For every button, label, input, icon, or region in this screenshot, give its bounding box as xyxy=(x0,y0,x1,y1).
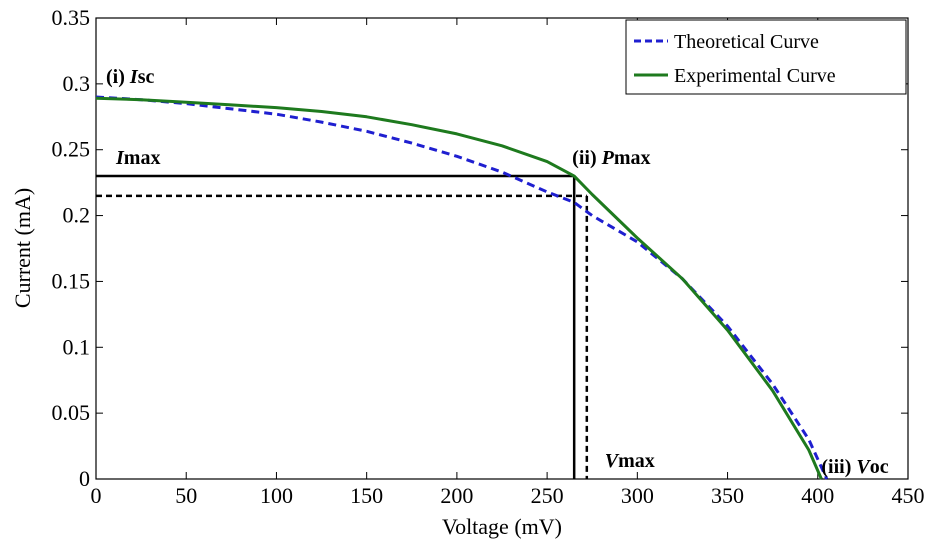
y-axis-title: Current (mA) xyxy=(10,188,35,308)
y-tick-labels: 0 0.05 0.1 0.15 0.2 0.25 0.3 0.35 xyxy=(52,5,91,491)
annotation-voc: (iii) Voc xyxy=(821,456,888,478)
y-tick-label: 0.05 xyxy=(52,400,91,425)
x-tick-labels: 0 50 100 150 200 250 300 350 400 450 xyxy=(91,483,925,508)
series-lines xyxy=(95,95,829,480)
x-tick-label: 300 xyxy=(621,483,654,508)
x-tick-label: 350 xyxy=(711,483,744,508)
reference-lines xyxy=(96,174,589,479)
y-tick-label: 0.15 xyxy=(52,268,91,293)
y-tick-label: 0.2 xyxy=(63,203,91,228)
y-tick-label: 0.35 xyxy=(52,5,91,30)
x-tick-label: 400 xyxy=(801,483,834,508)
x-axis-title: Voltage (mV) xyxy=(442,514,562,539)
x-tick-label: 450 xyxy=(892,483,925,508)
legend-label-theoretical: Theoretical Curve xyxy=(674,31,819,53)
annotation-pmax: (ii) Pmax xyxy=(572,147,650,169)
y-tick-label: 0.3 xyxy=(63,71,91,96)
x-tick-label: 150 xyxy=(350,483,383,508)
plot-area xyxy=(95,17,909,480)
x-tick-label: 0 xyxy=(91,483,102,508)
annotation-vmax: Vmax xyxy=(605,450,655,472)
experimental-curve xyxy=(95,96,823,480)
x-tick-label: 250 xyxy=(531,483,564,508)
annotation-imax: Imax xyxy=(115,147,160,169)
x-tick-label: 100 xyxy=(260,483,293,508)
y-tick-label: 0.1 xyxy=(63,334,91,359)
x-tick-label: 200 xyxy=(440,483,473,508)
annotations: (i) Isc Imax (ii) Pmax Vmax (iii) Voc xyxy=(106,66,889,478)
y-tick-label: 0 xyxy=(79,466,90,491)
y-tick-label: 0.25 xyxy=(52,137,91,162)
legend-label-experimental: Experimental Curve xyxy=(674,65,836,87)
theoretical-curve xyxy=(95,95,829,480)
x-tick-label: 50 xyxy=(175,483,197,508)
legend-box xyxy=(625,19,907,95)
annotation-isc: (i) Isc xyxy=(106,66,154,88)
legend: Theoretical Curve Experimental Curve xyxy=(625,19,907,95)
